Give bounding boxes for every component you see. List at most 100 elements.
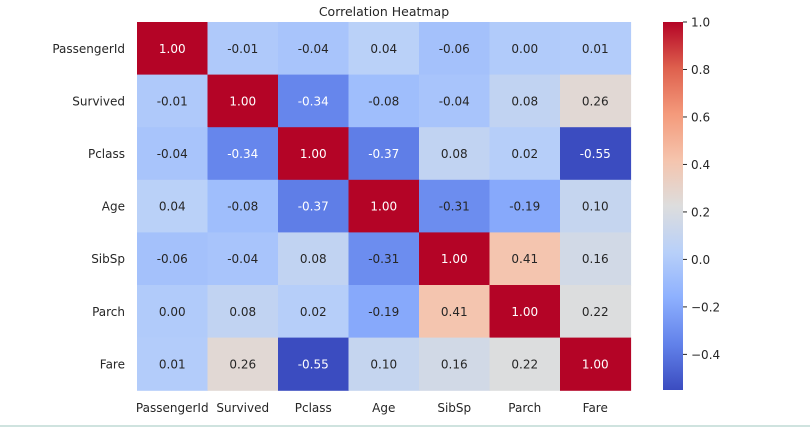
- cell-value-label: -0.08: [227, 200, 258, 214]
- heatmap-cell-Fare-SibSp: [419, 337, 491, 391]
- cell-value-label: 0.26: [582, 94, 609, 108]
- heatmap-cell-PassengerId-Fare: [560, 22, 632, 76]
- heatmap-cell-Parch-Parch: [489, 285, 561, 339]
- heatmap-cell-Survived-Parch: [489, 74, 561, 128]
- heatmap-cell-Age-PassengerId: [137, 179, 209, 233]
- heatmap-cell-Age-Fare: [560, 179, 632, 233]
- heatmap-cell-Survived-Age: [348, 74, 420, 128]
- heatmap-cells: [137, 22, 632, 391]
- y-tick-label-survived: Survived: [72, 94, 125, 108]
- cell-value-label: 1.00: [441, 252, 468, 266]
- cell-value-label: 0.00: [159, 305, 186, 319]
- heatmap-cell-Survived-SibSp: [419, 74, 491, 128]
- heatmap-cell-SibSp-Parch: [489, 232, 561, 286]
- heatmap-cell-Fare-Survived: [207, 337, 279, 391]
- cell-value-label: -0.55: [580, 147, 611, 161]
- cell-value-label: -0.31: [368, 252, 399, 266]
- heatmap-cell-Pclass-SibSp: [419, 127, 491, 181]
- heatmap-cell-SibSp-Survived: [207, 232, 279, 286]
- heatmap-cell-Parch-Fare: [560, 285, 632, 339]
- cell-value-label: -0.19: [509, 200, 540, 214]
- cell-value-label: 0.04: [159, 200, 186, 214]
- cell-value-label: 0.16: [582, 252, 609, 266]
- x-axis-tick-labels: PassengerId Survived Pclass Age SibSp Parch Fa…: [136, 401, 608, 415]
- cell-value-label: 0.01: [582, 42, 609, 56]
- cell-value-label: -0.04: [439, 94, 470, 108]
- x-tick-label-survived: Survived: [216, 401, 269, 415]
- heatmap-cell-SibSp-Fare: [560, 232, 632, 286]
- cell-value-label: 0.16: [441, 357, 468, 371]
- colorbar-ticks: 1.0 0.8 0.6 0.4 0.2 0.0 −0.2 −0.4: [683, 16, 720, 362]
- cell-value-label: 1.00: [229, 94, 256, 108]
- heatmap-cell-Age-Pclass: [278, 179, 350, 233]
- cell-value-label: -0.37: [298, 200, 329, 214]
- y-axis-tick-labels: PassengerId Survived Pclass Age SibSp Parch Fa…: [52, 42, 125, 372]
- heatmap-cell-PassengerId-Age: [348, 22, 420, 76]
- heatmap-cell-Fare-Parch: [489, 337, 561, 391]
- heatmap-cell-Parch-PassengerId: [137, 285, 209, 339]
- y-tick-label-sibsp: SibSp: [91, 252, 125, 266]
- cell-value-label: -0.06: [157, 252, 188, 266]
- cell-value-label: 1.00: [511, 305, 538, 319]
- cell-value-label: 0.26: [229, 357, 256, 371]
- cell-value-label: 0.10: [582, 200, 609, 214]
- cell-value-label: -0.34: [298, 94, 329, 108]
- cell-value-label: -0.37: [368, 147, 399, 161]
- cell-value-label: 0.02: [511, 147, 538, 161]
- cell-value-label: 0.00: [511, 42, 538, 56]
- cell-value-label: 0.02: [300, 305, 327, 319]
- cell-value-label: 0.01: [159, 357, 186, 371]
- cell-value-label: -0.01: [157, 94, 188, 108]
- cell-value-label: 0.41: [441, 305, 468, 319]
- heatmap-cell-Age-Age: [348, 179, 420, 233]
- heatmap-cell-PassengerId-SibSp: [419, 22, 491, 76]
- heatmap-cell-Pclass-PassengerId: [137, 127, 209, 181]
- heatmap-cell-Age-Survived: [207, 179, 279, 233]
- cell-value-label: 1.00: [300, 147, 327, 161]
- x-tick-label-fare: Fare: [583, 401, 608, 415]
- heatmap-cell-Age-Parch: [489, 179, 561, 233]
- cell-value-label: -0.34: [227, 147, 258, 161]
- colorbar-tick-label: 0.4: [691, 158, 710, 172]
- cell-value-label: 0.10: [370, 357, 397, 371]
- cell-value-label: 1.00: [582, 357, 609, 371]
- colorbar-tick-label: 1.0: [691, 16, 710, 30]
- cell-value-label: 0.04: [370, 42, 397, 56]
- bottom-divider: [0, 425, 810, 427]
- heatmap-cell-Pclass-Survived: [207, 127, 279, 181]
- cell-value-label: -0.31: [439, 200, 470, 214]
- y-tick-label-pclass: Pclass: [88, 147, 125, 161]
- heatmap-cell-labels: 1.00 -0.01 -0.04 0.04 -0.06 0.00 0.01 -0.01 1.00…: [157, 42, 611, 372]
- heatmap-cell-Pclass-Pclass: [278, 127, 350, 181]
- cell-value-label: -0.06: [439, 42, 470, 56]
- heatmap-cell-Pclass-Parch: [489, 127, 561, 181]
- colorbar: [663, 22, 683, 390]
- cell-value-label: -0.04: [227, 252, 258, 266]
- heatmap-cell-Survived-Survived: [207, 74, 279, 128]
- heatmap-cell-Pclass-Fare: [560, 127, 632, 181]
- cell-value-label: 0.08: [229, 305, 256, 319]
- heatmap-cell-Fare-Pclass: [278, 337, 350, 391]
- heatmap-cell-Fare-PassengerId: [137, 337, 209, 391]
- heatmap-cell-Fare-Age: [348, 337, 420, 391]
- cell-value-label: -0.01: [227, 42, 258, 56]
- cell-value-label: 1.00: [370, 200, 397, 214]
- cell-value-label: -0.19: [368, 305, 399, 319]
- cell-value-label: 0.22: [582, 305, 609, 319]
- colorbar-tick-label: 0.8: [691, 63, 710, 77]
- cell-value-label: -0.55: [298, 357, 329, 371]
- cell-value-label: -0.08: [368, 94, 399, 108]
- heatmap-cell-SibSp-Age: [348, 232, 420, 286]
- y-tick-label-age: Age: [102, 200, 125, 214]
- heatmap-cell-Survived-PassengerId: [137, 74, 209, 128]
- x-tick-label-parch: Parch: [508, 401, 541, 415]
- x-tick-label-passengerid: PassengerId: [136, 401, 209, 415]
- heatmap-cell-SibSp-SibSp: [419, 232, 491, 286]
- cell-value-label: 0.08: [511, 94, 538, 108]
- heatmap-cell-PassengerId-Parch: [489, 22, 561, 76]
- y-tick-label-passengerid: PassengerId: [52, 42, 125, 56]
- heatmap-cell-Parch-SibSp: [419, 285, 491, 339]
- cell-value-label: 0.22: [511, 357, 538, 371]
- colorbar-tick-label: 0.6: [691, 110, 710, 124]
